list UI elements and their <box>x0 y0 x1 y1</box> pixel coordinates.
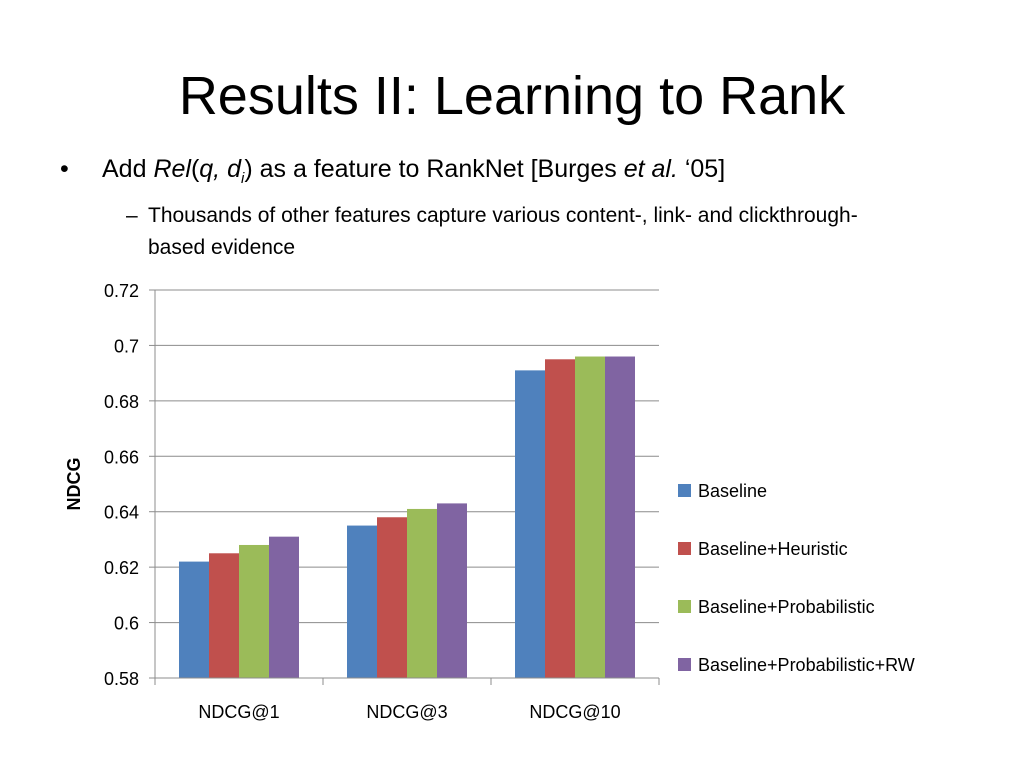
bullet-sub-text: Thousands of other features capture vari… <box>148 204 858 259</box>
bullet-main-args: q, d <box>199 155 241 183</box>
legend-label: Baseline <box>698 481 767 501</box>
y-tick-label: 0.64 <box>104 503 139 523</box>
y-tick-label: 0.62 <box>104 558 139 578</box>
bar-baseline-probabilistic-rw-ndcg-10 <box>605 356 635 678</box>
x-tick-label: NDCG@3 <box>366 702 447 722</box>
x-tick-label: NDCG@1 <box>198 702 279 722</box>
bullet-main-open-paren: ( <box>190 155 200 183</box>
bullet-main-etal: et al. <box>623 155 678 183</box>
y-tick-label: 0.66 <box>104 447 139 467</box>
y-axis-title: NDCG <box>64 458 84 511</box>
legend-swatch <box>678 600 691 613</box>
bar-baseline-ndcg-3 <box>347 525 377 678</box>
legend-swatch <box>678 542 691 555</box>
bar-baseline-heuristic-ndcg-10 <box>545 359 575 678</box>
bullet-marker: • <box>60 155 69 183</box>
bar-baseline-probabilistic-ndcg-1 <box>239 544 269 678</box>
bar-baseline-heuristic-ndcg-1 <box>209 553 239 678</box>
bullet-main-suffix: ‘05] <box>677 155 726 183</box>
bar-baseline-probabilistic-rw-ndcg-3 <box>437 503 467 678</box>
ndcg-bar-chart: 0.58 0.6 0.62 0.64 0.66 0.68 0.7 0.72 NDCG@1 NDCG… <box>64 281 915 722</box>
y-tick-label: 0.7 <box>114 336 139 356</box>
bullet-sub: – Thousands of other features capture va… <box>126 200 906 264</box>
bar-baseline-probabilistic-ndcg-3 <box>407 508 437 678</box>
legend-label: Baseline+Probabilistic <box>698 597 875 617</box>
y-tick-label: 0.6 <box>114 614 139 634</box>
bullet-main-prefix: Add <box>102 155 154 183</box>
slide-title: Results II: Learning to Rank <box>178 66 846 126</box>
bar-baseline-heuristic-ndcg-3 <box>377 517 407 678</box>
bars <box>179 356 635 678</box>
bar-baseline-ndcg-10 <box>515 370 545 678</box>
legend-label: Baseline+Probabilistic+RW <box>698 655 915 675</box>
x-tick-label: NDCG@10 <box>529 702 620 722</box>
legend-swatch <box>678 658 691 671</box>
legend-swatch <box>678 484 691 497</box>
bar-baseline-ndcg-1 <box>179 561 209 678</box>
bar-baseline-probabilistic-ndcg-10 <box>575 356 605 678</box>
legend-label: Baseline+Heuristic <box>698 539 848 559</box>
bullet-main-subscript: i <box>240 170 245 187</box>
y-tick-label: 0.58 <box>104 669 139 689</box>
y-tick-label: 0.72 <box>104 281 139 301</box>
axes: 0.58 0.6 0.62 0.64 0.66 0.68 0.7 0.72 NDCG@1 NDCG… <box>64 281 660 722</box>
bullet-main-close-paren: ) <box>244 155 253 183</box>
y-tick-label: 0.68 <box>104 392 139 412</box>
bullet-main-middle: as a feature to RankNet [Burges <box>252 155 624 183</box>
bar-baseline-probabilistic-rw-ndcg-1 <box>269 536 299 678</box>
sub-bullet-marker: – <box>126 204 138 227</box>
bullet-main-rel: Rel <box>153 155 191 183</box>
bullet-main-text: Add Rel(q, di) as a feature to RankNet [… <box>102 152 725 186</box>
legend: Baseline Baseline+Heuristic Baseline+Proba… <box>678 481 915 675</box>
